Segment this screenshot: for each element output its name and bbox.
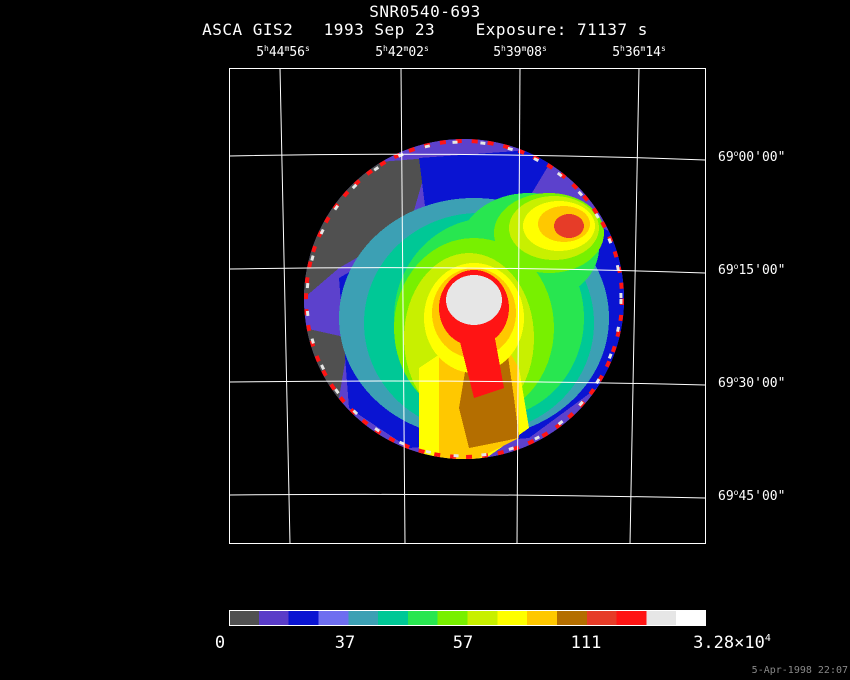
colorbar-cell — [258, 610, 290, 626]
colorbar-cell — [378, 610, 409, 626]
colorbar-cell — [288, 610, 319, 626]
colorbar-border — [229, 610, 706, 626]
colorbar-cell — [407, 610, 439, 626]
colorbar-cell — [348, 610, 379, 626]
colorbar-cell — [527, 610, 558, 626]
colorbar — [229, 610, 706, 626]
colorbar-cell — [229, 610, 260, 626]
colorbar-label-0: 0 — [214, 633, 226, 653]
colorbar-cell — [497, 610, 528, 626]
colorbar-cell — [556, 610, 588, 626]
colorbar-cell — [586, 610, 618, 626]
colorbar-cell — [646, 610, 677, 626]
ra-label-1: 5h44m56s — [256, 44, 310, 60]
dec-label-1: 69o00'00" — [718, 149, 786, 165]
dec-label-3: 69o30'00" — [718, 375, 786, 391]
ra-label-4: 5h36m14s — [612, 44, 666, 60]
colorbar-cell — [318, 610, 349, 626]
edge-ring-white — [305, 140, 623, 458]
colorbar-label-1: 37 — [334, 633, 356, 653]
colorbar-label-3: 111 — [570, 633, 602, 653]
image-subtitle: ASCA GIS2 1993 Sep 23 Exposure: 71137 s — [202, 20, 648, 39]
colorbar-cell — [467, 610, 498, 626]
colorbar-label-4: 3.28×104 — [693, 633, 771, 653]
coordinate-grid — [229, 68, 706, 544]
colorbar-label-2: 57 — [452, 633, 474, 653]
dec-label-2: 69o15'00" — [718, 262, 786, 278]
image-frame — [229, 68, 706, 544]
colorbar-cell — [437, 610, 468, 626]
dec-label-4: 69o45'00" — [718, 488, 786, 504]
image-title: SNR0540-693 — [369, 2, 481, 21]
ra-label-3: 5h39m08s — [493, 44, 547, 60]
colorbar-cell — [676, 610, 706, 626]
timestamp: 5-Apr-1998 22:07 — [751, 665, 848, 676]
colorbar-cell — [616, 610, 647, 626]
ra-label-2: 5h42m02s — [375, 44, 429, 60]
